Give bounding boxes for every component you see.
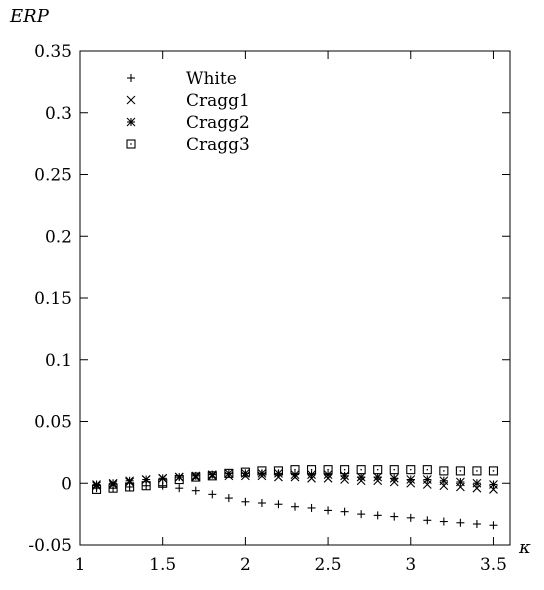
point-white (357, 510, 366, 519)
y-tick-label: 0.35 (34, 42, 72, 62)
point-cragg3 (373, 465, 383, 475)
legend-marker-cragg1 (126, 95, 136, 105)
point-cragg3 (224, 468, 234, 478)
point-white (423, 516, 432, 525)
y-tick-label: 0.15 (34, 289, 72, 309)
point-white (175, 484, 184, 493)
point-cragg3 (207, 471, 217, 481)
point-cragg2 (307, 470, 316, 479)
y-tick-label: -0.05 (28, 536, 72, 556)
point-cragg2 (373, 472, 383, 482)
point-cragg3 (141, 481, 151, 491)
x-tick-label: 2 (240, 555, 251, 575)
y-axis-title: ERP (9, 6, 50, 27)
point-cragg2 (290, 470, 300, 479)
point-white (472, 520, 481, 529)
point-cragg3 (257, 466, 267, 476)
point-cragg3 (108, 483, 118, 493)
point-cragg2 (340, 471, 350, 481)
x-axis-title: κ (518, 537, 531, 558)
point-cragg2 (389, 473, 399, 483)
legend-entry-cragg3: Cragg3 (126, 135, 250, 155)
y-tick-label: 0.2 (45, 227, 72, 247)
point-cragg3 (422, 465, 432, 475)
y-tick-label: 0 (61, 474, 72, 494)
point-cragg3 (240, 467, 250, 477)
point-cragg3 (488, 466, 499, 476)
point-cragg3 (290, 465, 300, 475)
point-white (257, 499, 266, 508)
point-cragg2 (108, 478, 118, 488)
point-cragg3 (455, 466, 465, 476)
point-white (340, 507, 349, 516)
point-cragg2 (489, 480, 498, 489)
point-cragg3 (306, 465, 317, 475)
point-cragg3 (439, 466, 449, 476)
point-white (373, 511, 382, 520)
point-cragg2 (92, 480, 101, 489)
point-cragg2 (158, 473, 168, 483)
data-points (91, 465, 499, 530)
point-white (291, 502, 299, 511)
point-cragg2 (323, 470, 333, 479)
point-cragg2 (356, 472, 366, 482)
axis-ticks (79, 50, 510, 546)
x-tick-label: 1.5 (149, 555, 176, 575)
point-cragg2 (472, 478, 482, 488)
point-cragg3 (91, 484, 102, 494)
point-white (406, 513, 415, 522)
legend-entry-cragg2: Cragg2 (126, 113, 250, 133)
point-cragg3 (158, 478, 168, 488)
point-cragg3 (273, 466, 284, 476)
point-cragg3 (356, 465, 366, 475)
point-white (439, 517, 448, 526)
legend-entry-cragg1: Cragg1 (126, 91, 250, 111)
point-white (191, 486, 200, 495)
x-tick-label: 3.5 (480, 555, 507, 575)
point-white (224, 494, 233, 503)
legend-label: Cragg1 (186, 91, 250, 111)
point-white (390, 512, 399, 521)
point-white (307, 503, 316, 512)
legend-label: White (186, 69, 237, 89)
point-cragg3 (472, 466, 482, 476)
tick-labels: -0.05 0 0.05 0.1 0.15 0.2 0.25 0.3 0.35 1 1.5 2 2.5 3… (28, 42, 507, 575)
y-tick-label: 0.25 (34, 166, 72, 186)
point-cragg3 (125, 482, 135, 492)
point-cragg3 (340, 465, 350, 475)
point-cragg2 (422, 475, 432, 484)
legend-marker-cragg3 (126, 139, 136, 149)
point-white (274, 500, 283, 509)
point-cragg2 (455, 477, 465, 487)
point-cragg3 (191, 472, 201, 482)
point-cragg2 (141, 475, 151, 484)
legend-label: Cragg2 (186, 113, 250, 133)
legend-marker-cragg2 (126, 117, 136, 127)
point-white (208, 490, 217, 499)
y-tick-label: 0.1 (45, 351, 72, 371)
point-white (489, 521, 498, 530)
point-cragg3 (323, 465, 333, 475)
x-tick-label: 1 (75, 555, 86, 575)
point-white (241, 497, 250, 506)
y-tick-label: 0.3 (45, 104, 72, 124)
legend-marker-white (127, 74, 135, 82)
x-tick-label: 3 (405, 555, 416, 575)
y-tick-label: 0.05 (34, 413, 72, 433)
point-cragg2 (125, 476, 135, 486)
point-cragg2 (439, 476, 449, 486)
point-cragg2 (406, 475, 416, 484)
point-white (456, 518, 465, 527)
point-cragg3 (389, 465, 399, 475)
point-cragg3 (406, 465, 416, 475)
point-cragg3 (174, 474, 184, 485)
x-tick-label: 2.5 (315, 555, 342, 575)
legend-entry-white: White (127, 69, 237, 89)
legend-label: Cragg3 (186, 135, 250, 155)
point-white (324, 506, 333, 515)
